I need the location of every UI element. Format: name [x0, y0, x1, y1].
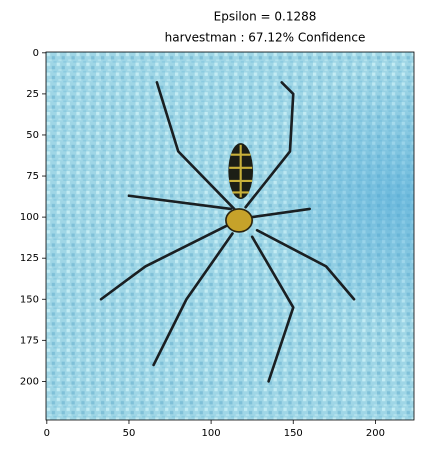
- y-tick-label: 100: [20, 212, 39, 223]
- x-tick-label: 150: [284, 428, 303, 439]
- y-tick-label: 175: [20, 335, 39, 346]
- x-tick-label: 50: [123, 428, 136, 439]
- y-tick-label: 0: [33, 48, 39, 59]
- y-tick-label: 25: [26, 89, 39, 100]
- x-tick-label: 100: [202, 428, 221, 439]
- y-tick-label: 50: [26, 130, 39, 141]
- axes-frame: [45, 51, 415, 421]
- title-line: Epsilon = 0.1288: [214, 10, 317, 24]
- x-tick-label: 0: [44, 428, 50, 439]
- y-tick-label: 200: [20, 376, 39, 387]
- title-line: harvestman : 67.12% Confidence: [165, 31, 366, 45]
- y-tick-label: 125: [20, 253, 39, 264]
- x-tick-label: 200: [366, 428, 385, 439]
- y-tick-label: 150: [20, 294, 39, 305]
- image: [46, 52, 414, 420]
- y-tick-label: 75: [26, 171, 39, 182]
